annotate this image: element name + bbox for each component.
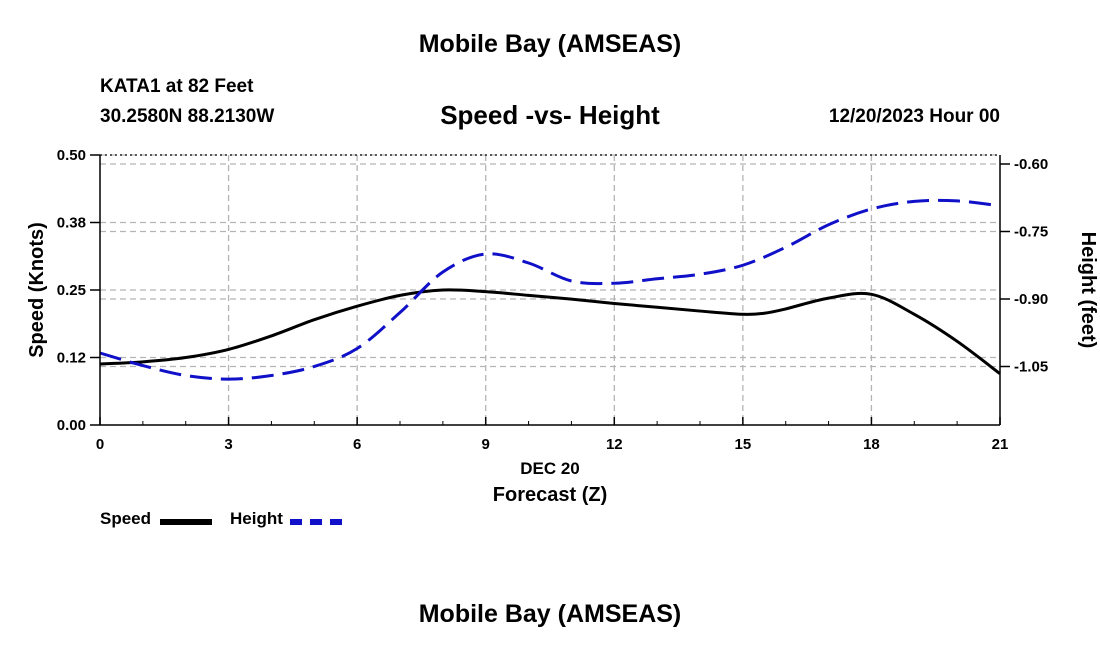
height-series-line (99, 198, 1001, 381)
x-tick-label: 3 (224, 436, 232, 453)
station-coords: 30.2580N 88.2130W (100, 106, 275, 127)
x-axis-sublabel: DEC 20 (520, 459, 580, 478)
y2-axis-label: Height (feet) (1077, 232, 1099, 349)
legend-height-swatch (290, 519, 342, 525)
label-layer: 0 3 6 9 12 15 18 21 0.00 0.12 0.25 0.38 0.50 -1.05 -0.… (26, 147, 1099, 506)
axis-layer (90, 154, 1010, 426)
y-axis-label: Speed (Knots) (26, 222, 48, 358)
x-tick-label: 12 (606, 436, 623, 453)
y-tick-label: 0.38 (57, 215, 86, 232)
series-layer (99, 198, 1001, 381)
y2-tick-label: -1.05 (1014, 359, 1048, 376)
x-tick-label: 21 (992, 436, 1009, 453)
x-tick-label: 18 (863, 436, 880, 453)
y2-tick-label: -0.60 (1014, 156, 1048, 173)
forecast-date: 12/20/2023 Hour 00 (828, 106, 1000, 127)
page-title-top: Mobile Bay (AMSEAS) (418, 30, 682, 58)
grid-layer (100, 154, 1000, 425)
x-tick-label: 15 (735, 436, 752, 453)
y2-tick-label: -0.75 (1014, 224, 1048, 241)
page-title-bottom: Mobile Bay (AMSEAS) (418, 600, 682, 628)
x-axis-label: Forecast (Z) (493, 484, 607, 506)
y-tick-label: 0.00 (57, 417, 86, 434)
legend-speed-label: Speed (100, 509, 152, 528)
y-tick-label: 0.12 (57, 350, 86, 367)
legend-height-label: Height (230, 509, 283, 528)
x-tick-label: 6 (353, 436, 361, 453)
y-tick-label: 0.25 (57, 282, 86, 299)
y2-tick-label: -0.90 (1014, 291, 1048, 308)
y-tick-label: 0.50 (57, 147, 86, 164)
station-label: KATA1 at 82 Feet (100, 76, 254, 97)
speed-height-chart: 0 3 6 9 12 15 18 21 0.00 0.12 0.25 0.38 0.50 -1.05 -0.… (26, 147, 1099, 506)
x-tick-label: 9 (482, 436, 490, 453)
chart-title: Speed -vs- Height (440, 100, 660, 130)
speed-series-line (99, 288, 1001, 375)
legend-speed-swatch (160, 519, 212, 525)
x-tick-label: 0 (96, 436, 104, 453)
